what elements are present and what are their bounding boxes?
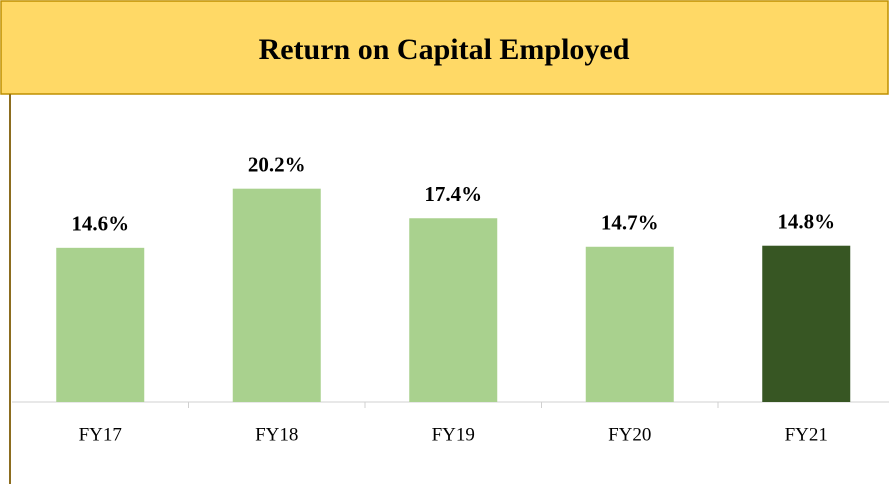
chart-title: Return on Capital Employed xyxy=(259,33,630,66)
bar xyxy=(232,188,321,402)
value-label: 14.8% xyxy=(777,210,835,234)
x-tick-label: FY18 xyxy=(255,424,298,445)
bar xyxy=(56,247,145,402)
value-label: 17.4% xyxy=(424,182,482,206)
value-label: 14.6% xyxy=(71,212,129,236)
x-tick-label: FY21 xyxy=(785,424,828,445)
x-tick-label: FY17 xyxy=(79,424,122,445)
x-tick-label: FY19 xyxy=(432,424,475,445)
value-label: 20.2% xyxy=(248,153,306,177)
bar xyxy=(409,218,498,402)
bar xyxy=(585,246,674,402)
value-label: 14.7% xyxy=(601,211,659,235)
title-banner xyxy=(0,0,889,95)
x-tick-label: FY20 xyxy=(608,424,651,445)
bar xyxy=(762,245,851,402)
